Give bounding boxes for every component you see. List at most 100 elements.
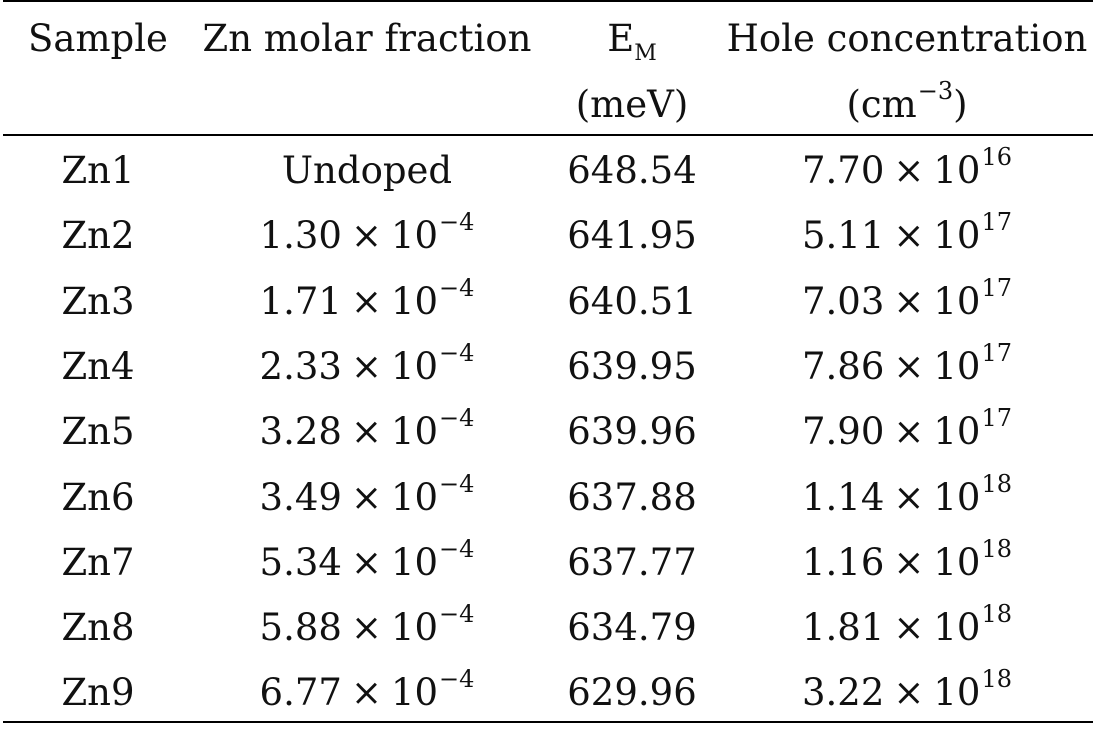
times-sign: × [893, 671, 925, 714]
cell-em: 640.51 [567, 280, 697, 323]
cell-sample: Zn7 [61, 541, 135, 584]
zn-mantissa: 5.88 [259, 606, 342, 649]
cell-hole-concentration: 7.03 × 1017 [801, 276, 1012, 323]
cell-hole-concentration: 7.86 × 1017 [801, 341, 1012, 388]
header-hole-unit-exponent: −3 [917, 77, 954, 105]
cell-hole-concentration: 1.16 × 1018 [802, 537, 1012, 584]
zn-mantissa: 1.71 [259, 280, 342, 323]
cell-zn-molar-fraction: 1.30 × 10−4 [260, 210, 475, 257]
header-hole-unit: (cm−3) [846, 79, 968, 126]
zn-exponent: −4 [439, 404, 475, 432]
cell-zn-molar-fraction: 5.88 × 10−4 [259, 602, 475, 649]
zn-base: 10 [390, 280, 439, 323]
hole-exponent: 18 [981, 600, 1013, 628]
hole-mantissa: 7.03 [801, 280, 885, 323]
zn-base: 10 [390, 541, 439, 584]
cell-sample: Zn5 [61, 410, 135, 453]
times-sign: × [350, 214, 382, 257]
times-sign: × [893, 149, 925, 192]
table-row: Zn9 6.77 × 10−4 629.96 3.22 × 1018 [0, 667, 1100, 724]
cell-sample: Zn3 [61, 280, 135, 323]
hole-base: 10 [933, 606, 981, 649]
hole-mantissa: 7.86 [801, 345, 885, 388]
hole-base: 10 [933, 280, 981, 323]
cell-hole-concentration: 3.22 × 1018 [801, 667, 1012, 714]
hole-exponent: 16 [981, 143, 1013, 171]
times-sign: × [893, 606, 925, 649]
table-row: Zn7 5.34 × 10−4 637.77 1.16 × 1018 [0, 537, 1100, 594]
zn-mantissa: 5.34 [259, 541, 342, 584]
cell-hole-concentration: 7.70 × 1016 [801, 145, 1012, 192]
table-row: Zn8 5.88 × 10−4 634.79 1.81 × 1018 [0, 602, 1100, 659]
zn-exponent: −4 [439, 535, 475, 563]
cell-sample: Zn1 [61, 149, 135, 192]
zn-base: 10 [390, 410, 439, 453]
hole-base: 10 [933, 541, 981, 584]
cell-sample: Zn8 [61, 606, 135, 649]
table-row: Zn1 Undoped 648.54 7.70 × 1016 [0, 145, 1100, 202]
cell-sample: Zn4 [61, 345, 135, 388]
cell-em: 641.95 [567, 214, 697, 257]
times-sign: × [350, 541, 382, 584]
header-em-main: E [607, 17, 635, 60]
table-row: Zn2 1.30 × 10−4 641.95 5.11 × 1017 [0, 210, 1100, 267]
header-rule [3, 134, 1093, 136]
header-hole-unit-open: (cm [846, 83, 917, 126]
cell-hole-concentration: 7.90 × 1017 [802, 406, 1012, 453]
times-sign: × [893, 280, 925, 323]
hole-exponent: 18 [981, 535, 1013, 563]
hole-exponent: 17 [981, 404, 1013, 432]
hole-mantissa: 3.22 [801, 671, 885, 714]
times-sign: × [893, 476, 925, 519]
times-sign: × [350, 410, 382, 453]
zn-exponent: −4 [439, 339, 475, 367]
zn-base: 10 [390, 671, 439, 714]
hole-base: 10 [933, 476, 981, 519]
cell-em: 629.96 [567, 671, 697, 714]
hole-mantissa: 1.81 [801, 606, 885, 649]
times-sign: × [350, 671, 382, 714]
zn-base: 10 [390, 606, 439, 649]
hole-exponent: 17 [981, 208, 1013, 236]
hole-exponent: 18 [981, 470, 1013, 498]
hole-base: 10 [933, 214, 981, 257]
cell-zn-molar-fraction: 3.28 × 10−4 [260, 406, 475, 453]
times-sign: × [893, 410, 925, 453]
zn-exponent: −4 [439, 600, 475, 628]
times-sign: × [350, 345, 382, 388]
zn-base: 10 [390, 476, 439, 519]
hole-mantissa: 7.70 [801, 149, 885, 192]
header-hole-unit-close: ) [953, 83, 968, 126]
cell-zn-molar-fraction: 2.33 × 10−4 [259, 341, 475, 388]
zn-mantissa: 6.77 [259, 671, 342, 714]
cell-em: 639.95 [567, 345, 697, 388]
times-sign: × [893, 541, 925, 584]
cell-zn-molar-fraction: 3.49 × 10−4 [260, 472, 475, 519]
cell-em: 637.77 [567, 541, 697, 584]
times-sign: × [350, 476, 382, 519]
bottom-rule [3, 721, 1093, 723]
table-row: Zn4 2.33 × 10−4 639.95 7.86 × 1017 [0, 341, 1100, 398]
cell-sample: Zn6 [61, 476, 135, 519]
zn-mantissa: 2.33 [259, 345, 342, 388]
cell-zn-molar-fraction: Undoped [281, 149, 453, 192]
zn-exponent: −4 [439, 208, 475, 236]
cell-hole-concentration: 1.81 × 1018 [801, 602, 1012, 649]
header-em-unit: (meV) [575, 83, 689, 126]
times-sign: × [893, 345, 925, 388]
cell-hole-concentration: 1.14 × 1018 [801, 472, 1012, 519]
zn-base: 10 [390, 345, 439, 388]
cell-em: 637.88 [567, 476, 697, 519]
times-sign: × [350, 280, 382, 323]
hole-exponent: 18 [981, 665, 1013, 693]
hole-base: 10 [933, 149, 981, 192]
zn-exponent: −4 [439, 665, 475, 693]
cell-em: 634.79 [567, 606, 697, 649]
cell-zn-molar-fraction: 1.71 × 10−4 [259, 276, 475, 323]
top-rule [3, 0, 1093, 2]
header-zn-molar-fraction: Zn molar fraction [202, 17, 532, 60]
hole-mantissa: 1.14 [801, 476, 885, 519]
header-hole-concentration: Hole concentration [726, 17, 1088, 60]
hole-exponent: 17 [981, 274, 1013, 302]
cell-sample: Zn9 [61, 671, 135, 714]
